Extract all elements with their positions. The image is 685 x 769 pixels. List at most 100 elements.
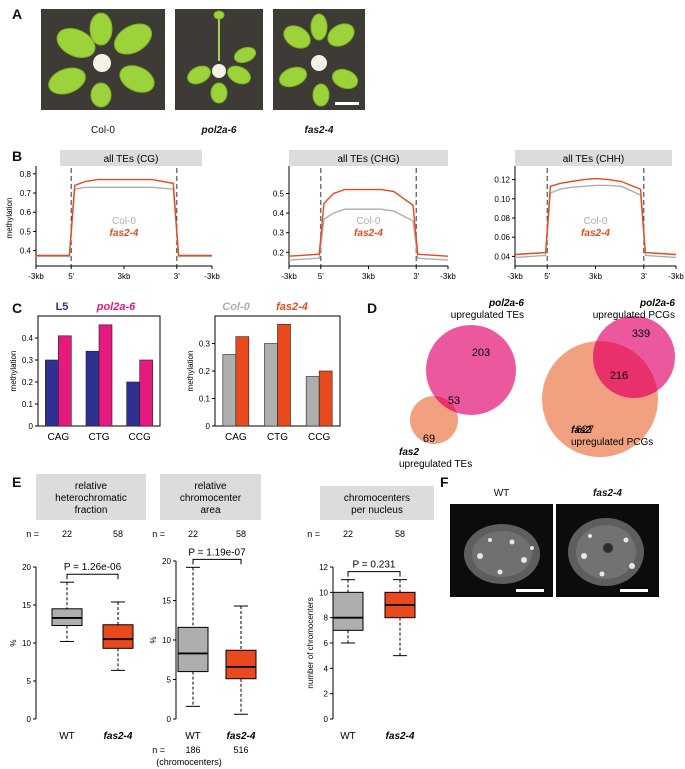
y-tick-label: 6 [324, 639, 329, 648]
chart-title-box [36, 474, 146, 520]
y-tick-label: 4 [324, 664, 329, 673]
p-value: P = 1.26e-06 [64, 562, 122, 573]
y-tick-label: 10 [319, 588, 328, 597]
chart-title-box [289, 150, 448, 166]
x-tick-label: -3kb [281, 272, 297, 281]
chart-title-line: relative [194, 481, 227, 492]
caption-fas24-f: fas2-4 [593, 488, 622, 499]
n-value: 22 [188, 529, 198, 539]
chart-title-box [320, 486, 434, 520]
bar-fas2-4-ccg [318, 370, 333, 427]
y-tick-label: 10 [22, 639, 31, 648]
panel-label-d: D [367, 300, 378, 316]
chart-title-line: per nucleus [351, 505, 403, 516]
plant-photo-pol2a6 [175, 9, 263, 110]
category-label: CCG [308, 432, 330, 443]
n-value: 58 [113, 529, 123, 539]
x-tick-label: 3' [413, 272, 419, 281]
chart-title-box [60, 150, 202, 166]
box-wt [177, 626, 209, 673]
significance-bracket [66, 573, 119, 580]
y-tick-label: 0.06 [494, 233, 510, 242]
panel-label-b: B [12, 148, 23, 164]
n-label: n = [307, 529, 320, 539]
y-tick-label: 0.2 [273, 248, 285, 257]
y-tick-label: 20 [162, 557, 171, 566]
bar-col-0-cag [222, 354, 237, 427]
bar-fas2-4-ctg [277, 323, 291, 427]
bar-pol2a-6-ccg [139, 359, 153, 427]
legend-label: pol2a-6 [96, 301, 136, 313]
y-tick-label: 0.3 [273, 229, 285, 238]
venn-circle-fas2 [410, 396, 458, 444]
y-tick-label: 0.2 [22, 378, 34, 387]
legend-label: Col-0 [222, 301, 250, 313]
nucleus-fas24-image [568, 518, 648, 592]
x-tick-label: 3' [174, 272, 180, 281]
category-label: fas2-4 [386, 731, 415, 742]
plant-rosette-fas24-image [278, 13, 359, 107]
series-line-fas2-4 [288, 188, 449, 257]
nucleus-photo-wt [450, 504, 553, 597]
n-note: (chromocenters) [156, 757, 222, 767]
series-label: fas2-4 [581, 228, 610, 239]
bar-chart-c2: 0 0.1 0.2 0.3 methylation CAG CTG CCG Col-0 fas2-… [186, 301, 341, 443]
y-tick-label: 20 [22, 563, 31, 572]
nucleus-photo-fas24 [556, 504, 659, 597]
y-tick-label: 0.5 [20, 227, 32, 236]
y-tick-label: 0 [27, 715, 32, 724]
scale-bar [516, 589, 544, 592]
y-tick-label: 0.7 [20, 189, 32, 198]
y-tick-label: 2 [324, 690, 329, 699]
y-tick-label: 15 [22, 601, 31, 610]
y-axis-label: methylation [9, 351, 18, 392]
panel-label-a: A [12, 6, 23, 22]
y-tick-label: 0.5 [273, 190, 285, 199]
y-axis-label: % [149, 636, 158, 643]
y-axis-label: methylation [186, 351, 195, 392]
category-label: WT [59, 731, 75, 742]
plant-rosette-col0-image [48, 12, 155, 108]
category-label: CAG [47, 432, 69, 443]
significance-bracket [192, 558, 242, 565]
y-tick-label: 0.2 [199, 367, 211, 376]
n-value: 22 [62, 529, 72, 539]
bar-col-0-ctg [264, 343, 278, 427]
legend-label: fas2-4 [276, 301, 308, 313]
y-axis-label: number of chromocenters [306, 597, 315, 688]
y-tick-label: 0.12 [494, 176, 510, 185]
caption-col0: Col-0 [91, 125, 115, 136]
bar-pol2a-6-cag [58, 335, 72, 427]
x-tick-label: 3kb [589, 272, 602, 281]
y-tick-label: 0.10 [494, 195, 510, 204]
bar-pol2a-6-ctg [98, 324, 113, 427]
significance-bracket [347, 571, 401, 577]
venn-count-overlap: 216 [610, 370, 628, 382]
caption-wt-f: WT [493, 488, 510, 499]
y-tick-label: 0.6 [20, 208, 32, 217]
panel-label-c: C [12, 300, 23, 316]
series-label: Col-0 [112, 216, 136, 227]
venn-overlap [593, 341, 658, 398]
n-label: n = [152, 529, 165, 539]
bar-l5-cag [45, 359, 59, 427]
chart-title-line: chromocenters [344, 493, 410, 504]
box-fas2-4 [102, 624, 134, 649]
chart-title-line: chromocenter [180, 493, 242, 504]
chart-title-line: area [200, 505, 220, 516]
bar-chart-c1: 0 0.1 0.2 0.3 0.4 methylation CAG CTG CCG L5 pol2a… [9, 301, 161, 443]
venn-count-pol2a: 339 [632, 328, 650, 340]
line-chart-b3: all TEs (CHH) 0.04 0.06 0.08 0.10 0.12 -3kb 5' 3… [494, 150, 684, 281]
chart-title-box [515, 150, 672, 166]
legend-label: L5 [56, 301, 69, 313]
plant-photo-fas24 [273, 9, 365, 110]
venn-set-desc: upregulated TEs [399, 459, 472, 470]
venn-set-name: fas2 [571, 425, 591, 436]
series-label: Col-0 [357, 216, 381, 227]
y-tick-label: 0.8 [20, 170, 32, 179]
n-value: 516 [233, 745, 248, 755]
y-tick-label: 0.1 [22, 400, 34, 409]
box-fas2-4 [225, 649, 257, 680]
